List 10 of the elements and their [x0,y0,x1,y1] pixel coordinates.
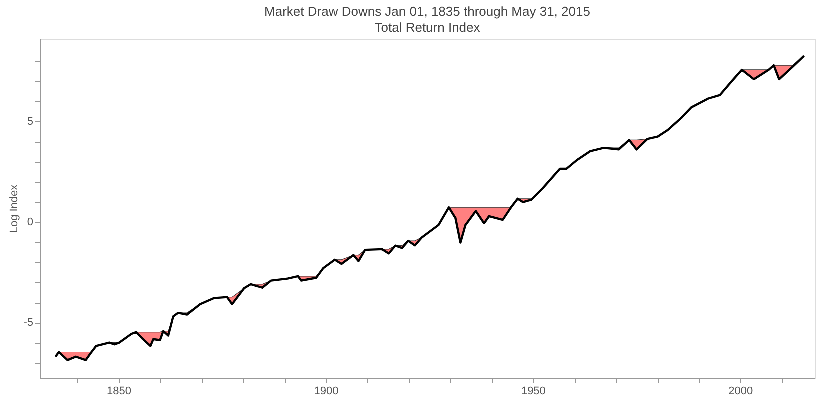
chart-title: Market Draw Downs Jan 01, 1835 through May 31, 2015 [264,4,590,19]
y-tick-label: 5 [27,116,34,128]
x-tick-label: 2000 [728,386,754,398]
y-tick-label: -5 [24,317,34,330]
x-tick-label: 1950 [521,386,546,398]
y-axis-title: Log Index [8,184,21,234]
x-tick-label: 1850 [107,386,132,398]
chart-subtitle: Total Return Index [374,20,481,35]
y-tick-label: 0 [27,216,34,229]
x-tick-label: 1900 [314,386,339,398]
